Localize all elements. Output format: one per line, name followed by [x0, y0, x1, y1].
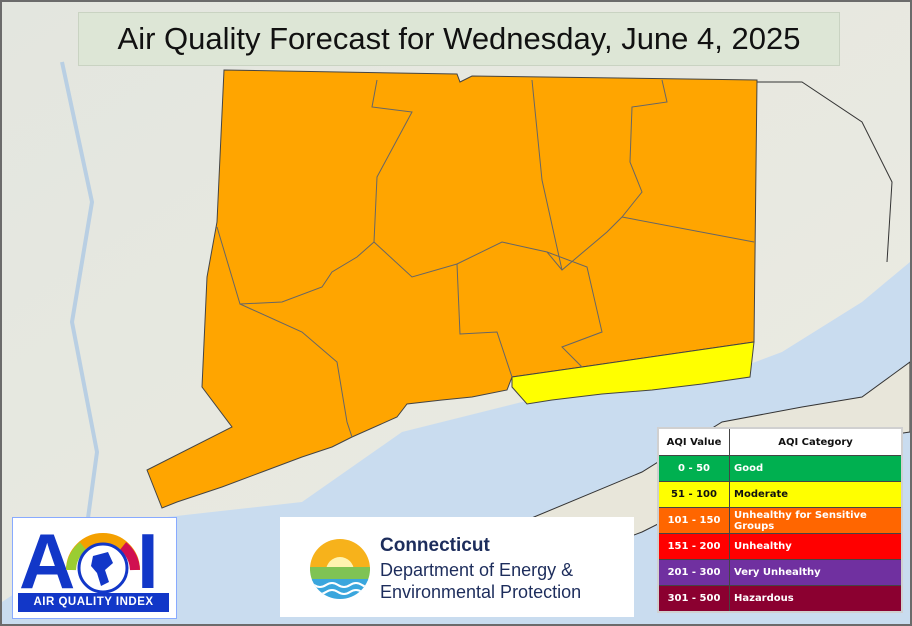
legend-value: 101 - 150: [657, 507, 730, 534]
aqi-logo-band: AIR QUALITY INDEX: [18, 593, 169, 612]
legend-category: Good: [729, 455, 903, 482]
legend-row: 201 - 300 Very Unhealthy: [657, 559, 903, 586]
legend-row: 151 - 200 Unhealthy: [657, 533, 903, 560]
legend-category: Unhealthy: [729, 533, 903, 560]
svg-text:A: A: [19, 518, 75, 598]
legend-category: Unhealthy for Sensitive Groups: [729, 507, 903, 534]
hudson-river: [60, 61, 100, 563]
deep-logo-line2-text: Department of Energy &: [380, 560, 574, 580]
legend-row: 101 - 150 Unhealthy for Sensitive Groups: [657, 507, 903, 534]
sun-waves-icon: [310, 539, 370, 599]
state-border-ri: [757, 81, 893, 263]
legend-header: AQI Value AQI Category: [657, 427, 903, 456]
page-title: Air Quality Forecast for Wednesday, June…: [78, 12, 840, 66]
aqi-legend: AQI Value AQI Category 0 - 50 Good 51 - 10…: [657, 427, 903, 613]
deep-logo-line2: Department of Energy & Environmental Pro…: [380, 559, 581, 603]
county-borders: [216, 79, 755, 438]
legend-row: 51 - 100 Moderate: [657, 481, 903, 508]
connecticut-yellow-zone: [511, 341, 755, 405]
aqi-logo: A I AIR QUALITY INDEX: [12, 517, 177, 619]
legend-value: 51 - 100: [657, 481, 730, 508]
svg-text:I: I: [137, 518, 159, 598]
aqi-logo-graphic: A I: [19, 517, 159, 605]
legend-category: Hazardous: [729, 585, 903, 613]
deep-logo-line3-text: Environmental Protection: [380, 582, 582, 602]
ct-deep-logo: Connecticut Department of Energy & Envir…: [280, 517, 634, 617]
legend-value: 301 - 500: [657, 585, 730, 613]
legend-header-category: AQI Category: [729, 427, 903, 456]
legend-category: Very Unhealthy: [729, 559, 903, 586]
legend-value: 201 - 300: [657, 559, 730, 586]
legend-header-value: AQI Value: [657, 427, 730, 456]
legend-value: 0 - 50: [657, 455, 730, 482]
legend-row: 301 - 500 Hazardous: [657, 585, 903, 613]
deep-logo-line1: Connecticut: [380, 535, 490, 556]
legend-category: Moderate: [729, 481, 903, 508]
legend-row: 0 - 50 Good: [657, 455, 903, 482]
legend-value: 151 - 200: [657, 533, 730, 560]
connecticut-orange-zone: [146, 69, 758, 509]
